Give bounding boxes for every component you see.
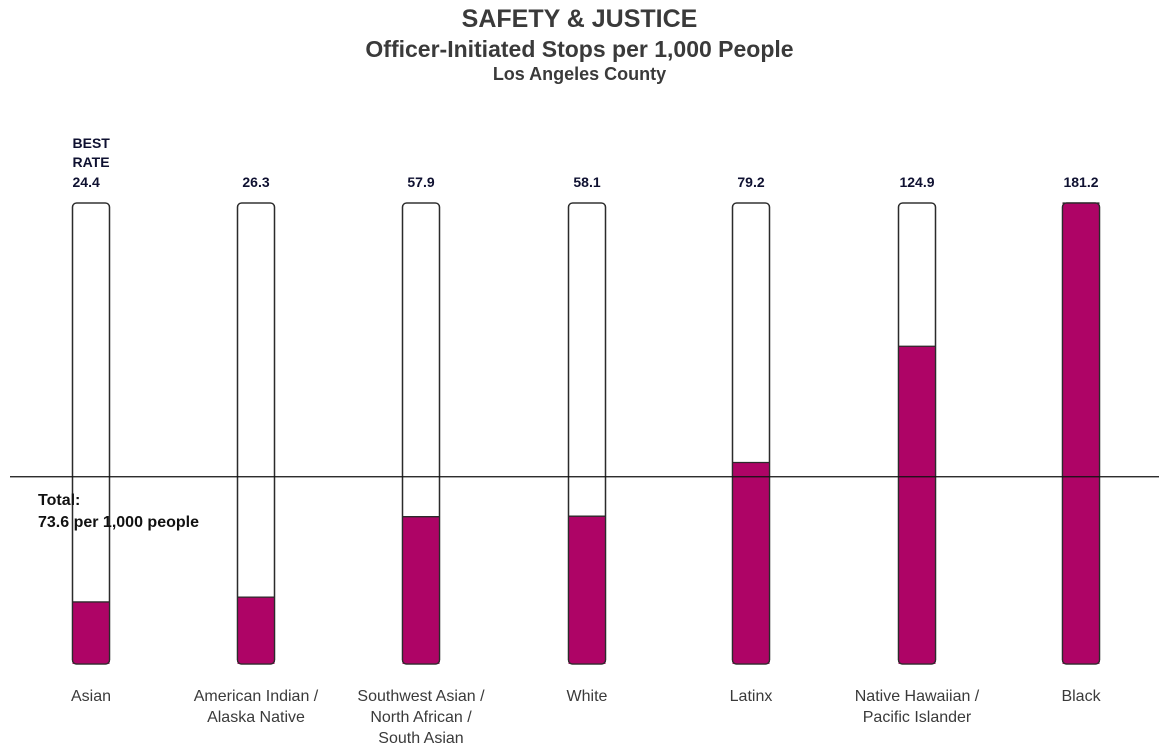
bar-outline	[567, 202, 607, 665]
total-value-label: 73.6 per 1,000 people	[38, 514, 199, 531]
bar-outline	[236, 202, 276, 665]
bar-outline	[897, 202, 937, 665]
value-label: 24.4	[73, 174, 100, 190]
category-label: Alaska Native	[207, 709, 305, 726]
chart-subtitle: Officer-Initiated Stops per 1,000 People	[365, 36, 794, 62]
category-label: White	[567, 688, 608, 705]
chart-subtitle-region: Los Angeles County	[492, 64, 667, 84]
bar	[1062, 203, 1100, 664]
category-label: North African /	[370, 709, 472, 726]
chart-title-block: SAFETY & JUSTICE Officer-Initiated Stops…	[0, 4, 1159, 85]
bar-outline	[71, 202, 111, 665]
category-label: South Asian	[378, 730, 463, 745]
bar	[402, 516, 440, 664]
value-label: 124.9	[899, 174, 934, 190]
category-label: Black	[1061, 688, 1101, 705]
value-label: 58.1	[573, 174, 600, 190]
bar-outline	[731, 202, 771, 665]
category-label: Asian	[71, 688, 111, 705]
category-label: Southwest Asian /	[357, 688, 485, 705]
bar	[898, 346, 936, 664]
bar-outline	[401, 202, 441, 665]
value-label: 26.3	[242, 174, 269, 190]
value-label: 79.2	[737, 174, 764, 190]
bar	[568, 516, 606, 664]
chart-title: SAFETY & JUSTICE	[461, 5, 698, 33]
bar	[237, 597, 275, 664]
value-label: 181.2	[1063, 174, 1098, 190]
total-label: Total:	[38, 492, 80, 509]
bar	[732, 462, 770, 664]
best-rate-label: BEST	[73, 135, 111, 151]
bar-track	[236, 202, 276, 665]
best-rate-label: RATE	[73, 154, 110, 170]
category-label: Latinx	[730, 688, 773, 705]
category-label: American Indian /	[194, 688, 319, 705]
category-label: Native Hawaiian /	[855, 688, 980, 705]
value-label: 57.9	[407, 174, 434, 190]
category-label: Pacific Islander	[863, 709, 972, 726]
bar-track	[71, 202, 111, 665]
bar	[72, 601, 110, 664]
